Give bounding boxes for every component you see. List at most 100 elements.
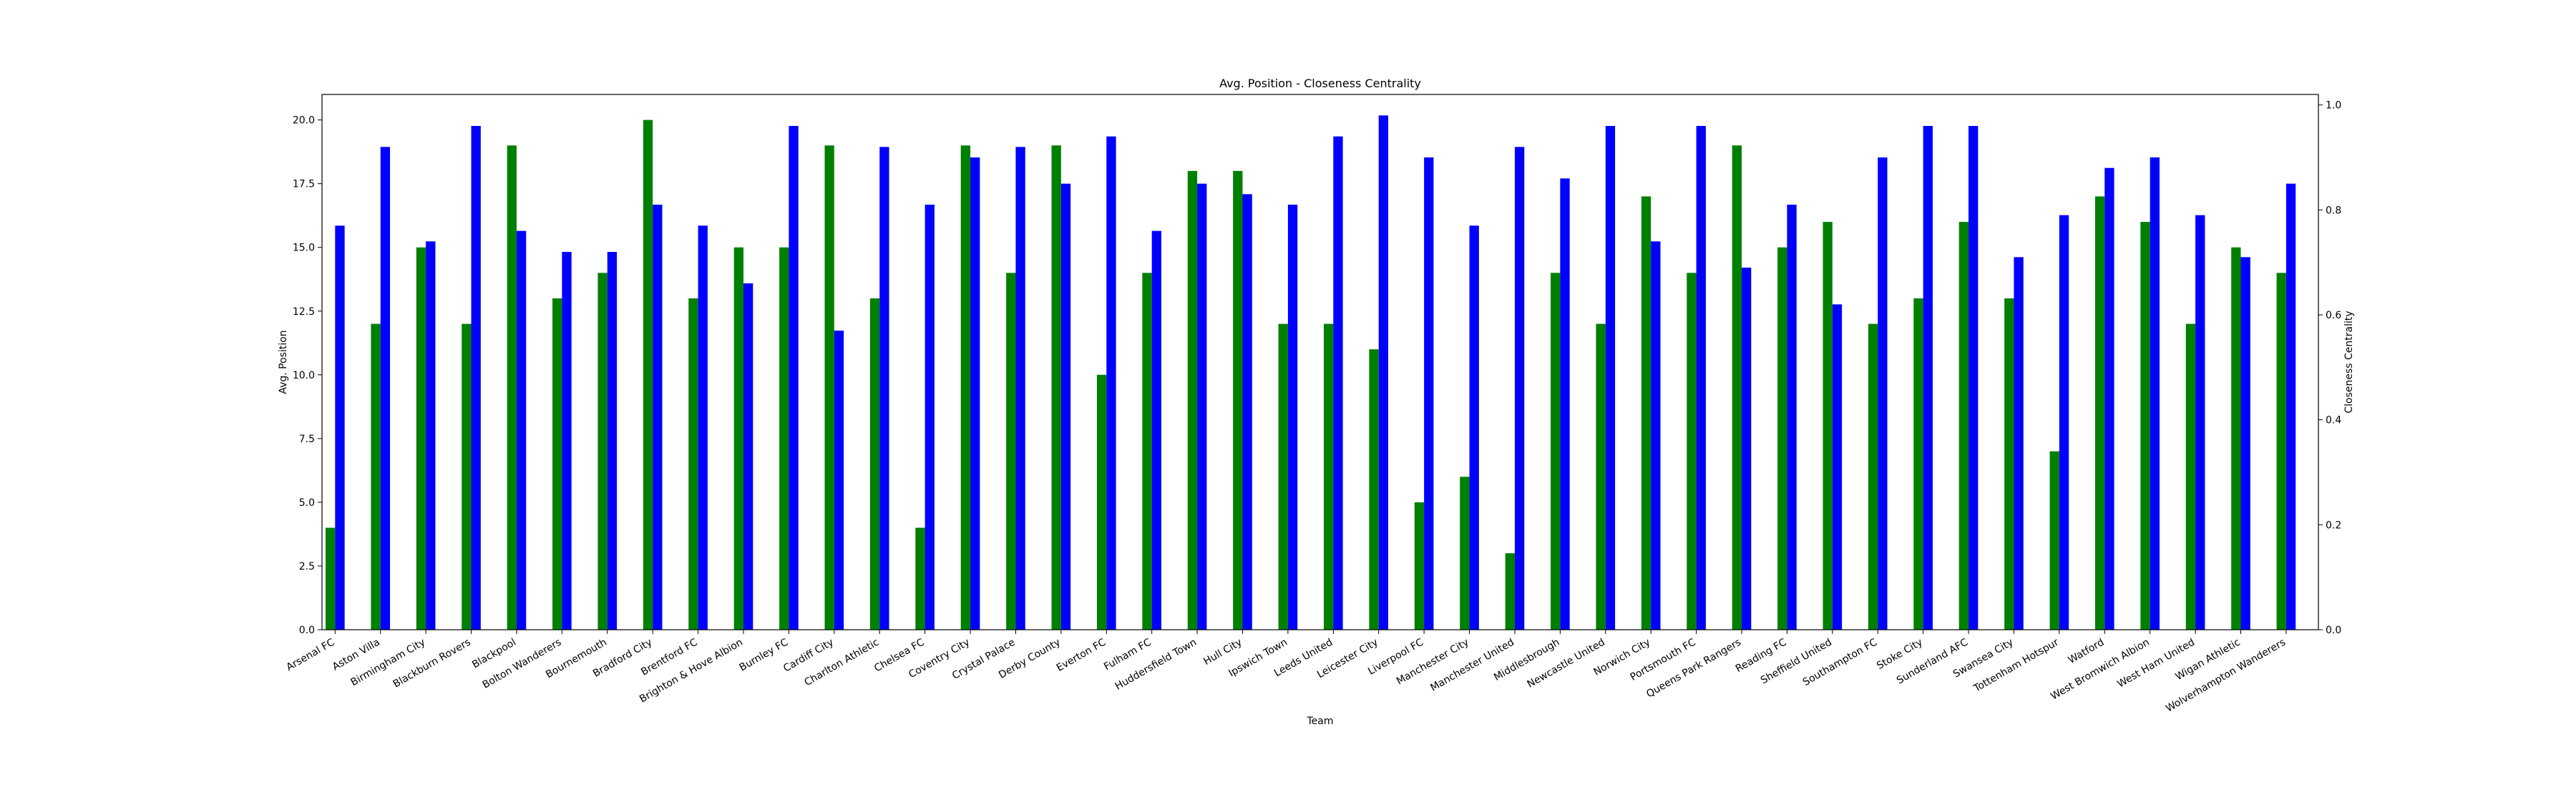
- closeness-centrality-bar: [1242, 194, 1252, 630]
- y2-tick-label: 0.6: [2326, 310, 2341, 321]
- y2-tick-label: 0.0: [2326, 625, 2341, 636]
- y-tick-label: 17.5: [293, 179, 315, 190]
- y2-tick-label: 0.4: [2326, 415, 2341, 426]
- bars-layer: [326, 115, 2296, 630]
- avg-position-bar: [1233, 170, 1243, 630]
- closeness-centrality-bar: [1106, 136, 1116, 630]
- closeness-centrality-bar: [607, 252, 618, 630]
- closeness-centrality-bar: [1378, 115, 1389, 630]
- x-tick-label: Manchester United: [1428, 637, 1516, 694]
- avg-position-bar: [688, 298, 698, 630]
- avg-position-bar: [1051, 145, 1061, 630]
- x-tick-label: Watford: [2067, 637, 2107, 666]
- closeness-centrality-bar: [1469, 225, 1479, 630]
- avg-position-bar: [1687, 273, 1697, 630]
- closeness-centrality-bar: [2195, 215, 2205, 630]
- avg-position-bar: [1096, 374, 1107, 630]
- closeness-centrality-bar: [2014, 257, 2024, 630]
- closeness-centrality-bar: [2059, 215, 2069, 630]
- x-tick-label: Huddersfield Town: [1113, 637, 1199, 693]
- avg-position-bar: [2276, 273, 2286, 630]
- plot-frame: [321, 94, 2319, 630]
- y-axis-label: Avg. Position: [278, 330, 289, 394]
- x-tick-label: Tottenham Hotspur: [1971, 636, 2061, 695]
- avg-position-bar: [1823, 222, 1833, 630]
- avg-position-bar: [1006, 273, 1016, 630]
- avg-position-bar: [2231, 247, 2241, 630]
- axes-layer: 0.0 2.5 5.0 7.5 10.0 12.5 15.0 17.5 20.0 0.0 0.2 0.…: [284, 94, 2341, 715]
- avg-position-bar: [552, 298, 562, 630]
- x-tick-label: Birmingham City: [349, 637, 428, 688]
- closeness-centrality-bar: [1605, 126, 1616, 630]
- avg-position-bar: [2094, 196, 2105, 630]
- x-tick-label: Charlton Athletic: [802, 637, 881, 689]
- avg-position-bar: [1187, 170, 1198, 630]
- avg-position-bar: [597, 273, 608, 630]
- closeness-centrality-bar: [743, 283, 753, 630]
- y2-tick-label: 0.2: [2326, 520, 2341, 531]
- y-tick-label: 20.0: [293, 115, 315, 127]
- avg-position-bar: [1369, 349, 1379, 630]
- y-tick-label: 2.5: [299, 561, 315, 572]
- closeness-centrality-bar: [516, 230, 527, 630]
- avg-position-bar: [824, 145, 834, 630]
- avg-position-bar: [869, 298, 880, 630]
- avg-position-bar: [462, 323, 472, 630]
- avg-position-bar: [1460, 477, 1470, 630]
- y2-tick-label: 0.8: [2326, 205, 2341, 216]
- closeness-centrality-bar: [1787, 205, 1797, 630]
- y2-axis-label: Closeness Centrality: [2343, 311, 2355, 413]
- closeness-centrality-bar: [698, 225, 708, 630]
- avg-position-bar: [1278, 323, 1288, 630]
- closeness-centrality-bar: [1923, 126, 1933, 630]
- avg-position-bar: [1142, 273, 1152, 630]
- x-tick-label: Southampton FC: [1801, 636, 1880, 688]
- avg-position-bar: [371, 323, 381, 630]
- avg-position-bar: [2049, 451, 2059, 630]
- avg-position-bar: [643, 120, 653, 630]
- x-tick-label: West Ham United: [2115, 637, 2197, 691]
- closeness-centrality-bar: [2104, 167, 2114, 630]
- y-tick-label: 15.0: [293, 243, 315, 254]
- closeness-centrality-bar: [970, 157, 980, 630]
- avg-position-bar: [1732, 145, 1742, 630]
- avg-position-bar: [1324, 323, 1334, 630]
- avg-position-bar: [733, 247, 743, 630]
- closeness-centrality-bar: [2285, 183, 2296, 630]
- y-tick-label: 7.5: [299, 434, 315, 445]
- y-tick-label: 0.0: [299, 625, 315, 636]
- closeness-centrality-bar: [1968, 126, 1979, 630]
- x-tick-label: Newcastle United: [1526, 637, 1607, 691]
- closeness-centrality-bar: [426, 241, 436, 630]
- closeness-centrality-bar: [471, 126, 481, 630]
- closeness-centrality-bar: [1878, 157, 1888, 630]
- x-tick-label: Bolton Wanderers: [481, 637, 564, 691]
- avg-position-bar: [1596, 323, 1606, 630]
- closeness-centrality-bar: [1696, 126, 1706, 630]
- avg-position-bar: [1641, 196, 1652, 630]
- closeness-centrality-bar: [1197, 183, 1207, 630]
- x-tick-label: Blackburn Rovers: [391, 637, 473, 691]
- closeness-centrality-bar: [1151, 230, 1161, 630]
- closeness-centrality-bar: [2150, 157, 2160, 630]
- closeness-centrality-bar: [1514, 147, 1525, 630]
- closeness-centrality-bar: [879, 147, 889, 630]
- closeness-centrality-bar: [335, 225, 345, 630]
- x-tick-label: Arsenal FC: [284, 637, 336, 673]
- avg-position-bar: [1414, 502, 1425, 630]
- closeness-centrality-bar: [924, 205, 935, 630]
- avg-position-bar: [1868, 323, 1878, 630]
- y2-tick-label: 1.0: [2326, 100, 2341, 112]
- y-tick-label: 12.5: [293, 306, 315, 318]
- avg-position-bar: [2185, 323, 2196, 630]
- closeness-centrality-bar: [789, 126, 799, 630]
- closeness-centrality-bar: [653, 205, 663, 630]
- avg-position-bar: [1777, 247, 1787, 630]
- avg-position-bar: [2140, 222, 2150, 630]
- closeness-centrality-bar: [834, 331, 844, 630]
- closeness-centrality-bar: [1015, 147, 1025, 630]
- avg-position-bar: [1551, 273, 1561, 630]
- closeness-centrality-bar: [1742, 268, 1752, 630]
- avg-position-bar: [416, 247, 426, 630]
